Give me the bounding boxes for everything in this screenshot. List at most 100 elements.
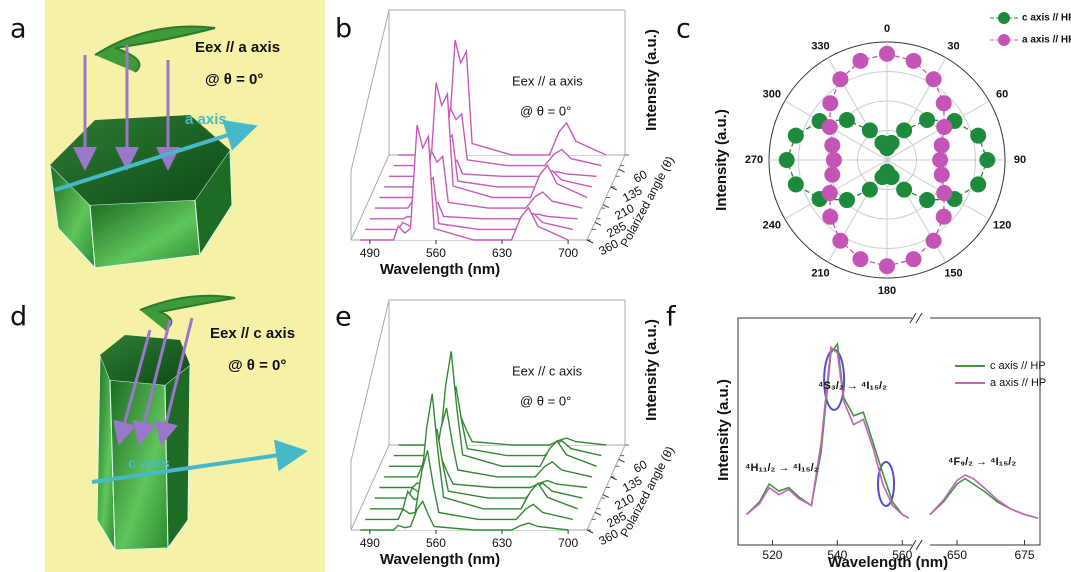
polar-point <box>919 111 936 128</box>
x-axis-title: Wavelength (nm) <box>828 554 948 571</box>
axis-frame <box>737 317 1041 546</box>
z-tick <box>610 476 617 481</box>
angle-label: 240 <box>763 219 781 231</box>
z-tick-label: 360 <box>596 526 621 548</box>
polar-point <box>970 176 987 193</box>
polar-point <box>861 181 878 198</box>
legend-marker <box>998 34 1010 46</box>
spectrum-fill <box>360 125 569 240</box>
transition-label: ⁴S₃/₂ → ⁴I₁₅/₂ <box>818 380 887 392</box>
panel-label: c <box>676 14 691 45</box>
polar-point <box>838 192 855 209</box>
polar-point <box>905 52 922 69</box>
z-tick <box>602 204 610 209</box>
angle-label: 150 <box>944 267 962 279</box>
x-tick-label: 490 <box>360 536 380 550</box>
polar-point <box>979 152 996 168</box>
polar-point <box>838 111 855 128</box>
polar-point <box>874 134 891 151</box>
polar-point <box>821 118 838 135</box>
z-tick-label: 360 <box>596 236 621 258</box>
panel-label: d <box>10 302 27 333</box>
x-tick-label: 630 <box>492 536 512 550</box>
spectrum-trace <box>365 450 574 521</box>
legend-marker <box>998 12 1010 24</box>
polar-point <box>925 232 942 249</box>
spectrum-trace <box>360 124 569 241</box>
annotation: @ θ = 0° <box>520 103 571 118</box>
y-axis-title: Intensity (a.u.) <box>643 319 660 421</box>
axis-label: c axis <box>128 455 170 472</box>
panel-label: a <box>10 14 27 45</box>
z-tick <box>586 239 594 244</box>
polar-point <box>874 169 891 186</box>
polar-point <box>832 71 849 88</box>
angle-label: 300 <box>763 88 781 100</box>
x-tick-label: 700 <box>558 536 578 550</box>
crystal-a <box>49 25 258 270</box>
polar-point <box>933 137 950 154</box>
annotation: @ θ = 0° <box>520 393 571 408</box>
z-tick-label: 60 <box>631 167 650 186</box>
polar-point <box>861 122 878 139</box>
polar-point <box>925 71 942 88</box>
y-axis-title: Intensity (a.u.) <box>713 109 730 211</box>
polar-point <box>896 181 913 198</box>
axis-box <box>350 299 626 531</box>
x-tick-label: 560 <box>426 246 446 260</box>
angle-label: @ θ = 0° <box>205 71 263 88</box>
polar-point <box>905 251 922 268</box>
angle-label: 330 <box>811 40 829 52</box>
polar-point <box>787 127 804 144</box>
crystal-d <box>91 294 308 552</box>
transition-label: ⁴F₉/₂ → ⁴I₁₅/₂ <box>948 456 1016 468</box>
polar-point <box>936 185 953 202</box>
z-tick <box>586 529 594 534</box>
z-tick <box>594 221 602 226</box>
x-tick-label: 650 <box>947 548 967 562</box>
x-tick-label: 560 <box>892 548 912 562</box>
x-tick-label: 560 <box>426 536 446 550</box>
y-axis-title: Intensity (a.u.) <box>715 379 732 481</box>
x-axis-title: Wavelength (nm) <box>380 261 500 278</box>
polar-point <box>821 185 838 202</box>
polar-point <box>852 52 869 69</box>
polar-point <box>935 95 952 112</box>
polar-point <box>936 118 953 135</box>
x-axis-title: Wavelength (nm) <box>380 551 500 568</box>
x-tick-label: 540 <box>827 548 847 562</box>
legend-label: a axis // HP <box>1022 35 1071 46</box>
spectrum-trace <box>360 499 569 531</box>
spectrum-trace <box>398 39 607 156</box>
polar-point <box>832 232 849 249</box>
legend-label: c axis // HP <box>1022 13 1071 24</box>
annotation: Eex // a axis <box>512 73 583 88</box>
polar-point <box>824 166 841 183</box>
polar-point <box>970 127 987 144</box>
polar-point <box>879 45 895 62</box>
x-tick-label: 675 <box>1014 548 1034 562</box>
angle-label: 210 <box>811 267 829 279</box>
excitation-label: Eex // c axis <box>210 325 295 342</box>
legend-label: a axis // HP <box>990 377 1046 389</box>
annotation: Eex // c axis <box>512 363 583 378</box>
polar-point <box>822 95 839 112</box>
angle-label: 60 <box>996 88 1008 100</box>
z-tick <box>594 511 602 516</box>
z-tick <box>618 458 625 463</box>
angle-label: 0 <box>884 23 890 35</box>
x-tick-label: 630 <box>492 246 512 260</box>
spectrum-trace <box>374 428 583 499</box>
polar-point <box>932 152 949 168</box>
legend-label: c axis // HP <box>990 360 1046 372</box>
polar-point <box>822 208 839 225</box>
transition-label: ⁴H₁₁/₂ → ⁴I₁₅/₂ <box>745 462 819 474</box>
polar-point <box>879 258 895 275</box>
y-axis-title: Intensity (a.u.) <box>643 29 660 131</box>
z-tick <box>610 186 617 191</box>
polar-point <box>933 166 950 183</box>
x-tick-label: 490 <box>360 246 380 260</box>
spectrum-trace <box>369 393 578 510</box>
angle-label: 120 <box>993 219 1011 231</box>
polar-point <box>778 152 795 168</box>
